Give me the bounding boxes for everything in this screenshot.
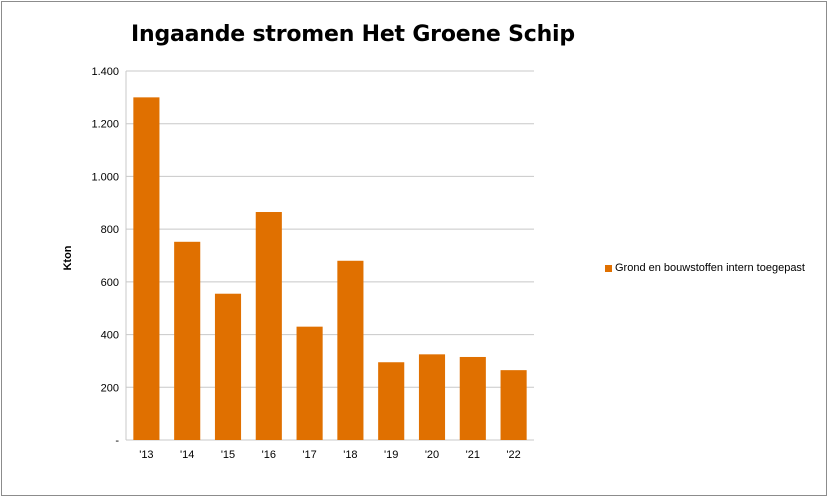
legend: Grond en bouwstoffen intern toegepast xyxy=(605,262,805,274)
bar-5 xyxy=(337,260,364,440)
bar-0 xyxy=(133,97,160,440)
legend-swatch xyxy=(605,264,612,272)
y-tick-label: 400 xyxy=(101,330,119,342)
x-tick-label: '13 xyxy=(139,449,153,461)
bar-8 xyxy=(459,356,486,440)
x-tick-label: '16 xyxy=(262,449,276,461)
bar-3 xyxy=(255,212,282,440)
x-tick-label: '20 xyxy=(425,449,439,461)
y-axis-ticks: - 200 400 600 800 1.000 1.200 1.400 xyxy=(91,66,119,447)
x-axis-ticks: '13 '14 '15 '16 '17 '18 '19 '20 '21 '22 xyxy=(139,449,521,461)
x-tick-label: '19 xyxy=(384,449,398,461)
bar-7 xyxy=(418,354,446,440)
y-tick-label: 200 xyxy=(101,382,119,394)
y-tick-label: 1.400 xyxy=(91,66,119,78)
legend-label: Grond en bouwstoffen intern toegepast xyxy=(615,262,805,274)
x-tick-label: '14 xyxy=(180,449,194,461)
x-tick-label: '17 xyxy=(302,449,316,461)
bar-2 xyxy=(214,293,242,440)
y-tick-label: 600 xyxy=(101,277,119,289)
x-tick-label: '15 xyxy=(221,449,235,461)
bars xyxy=(133,97,527,440)
bar-1 xyxy=(174,241,201,440)
y-tick-label: 800 xyxy=(101,224,119,236)
bar-4 xyxy=(296,326,323,440)
y-tick-label: 1.000 xyxy=(91,171,119,183)
x-tick-label: '21 xyxy=(466,449,480,461)
chart-title: Ingaande stromen Het Groene Schip xyxy=(131,22,575,47)
y-tick-label: - xyxy=(115,435,119,447)
bar-9 xyxy=(500,370,527,440)
x-tick-label: '18 xyxy=(343,449,357,461)
y-tick-label: 1.200 xyxy=(91,119,119,131)
x-tick-label: '22 xyxy=(506,449,520,461)
bar-6 xyxy=(378,362,405,440)
